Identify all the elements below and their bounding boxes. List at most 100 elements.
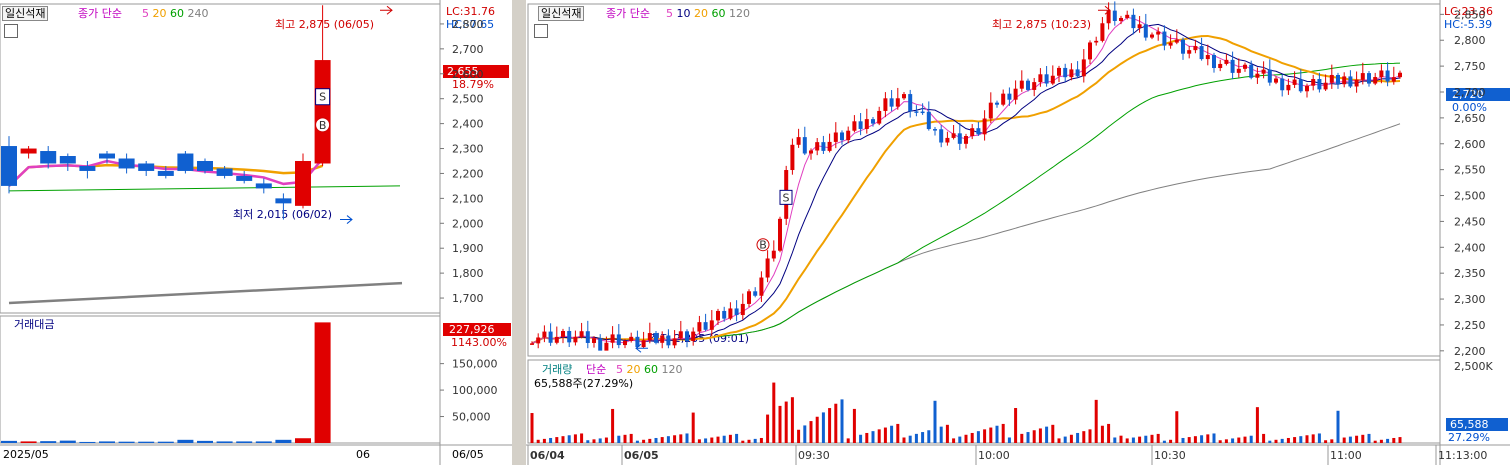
- volume-bar: [1243, 436, 1247, 443]
- left-stock-name[interactable]: 일신석재: [2, 6, 49, 21]
- y-tick-label-3: 2,700: [1454, 86, 1486, 99]
- right-volume-title: 거래량: [542, 363, 573, 376]
- candle-body: [1205, 55, 1210, 60]
- x-label-1: 06/05: [624, 449, 659, 462]
- volume-bar: [1007, 437, 1011, 443]
- right-stock-name[interactable]: 일신석재: [538, 6, 585, 21]
- x-label-2: 09:30: [798, 449, 830, 462]
- candle-body: [536, 337, 541, 344]
- candle-body: [951, 133, 956, 138]
- candle-body: [647, 333, 652, 341]
- candle-body: [1348, 76, 1353, 87]
- volume-bar: [1237, 437, 1241, 443]
- candle-body: [771, 250, 776, 259]
- volume-bar: [177, 439, 194, 443]
- y-tick-label-0: 2,850: [1454, 8, 1486, 21]
- candle-body: [716, 310, 720, 321]
- left-x-label-1: 06: [356, 448, 370, 461]
- candle-body: [177, 153, 194, 171]
- right-volume-info: 65,588주(27.29%): [534, 377, 634, 390]
- candle-body: [660, 335, 665, 343]
- volume-bar: [1206, 434, 1210, 443]
- volume-bar: [1249, 435, 1253, 443]
- candle-body: [759, 277, 764, 296]
- candle-body: [1336, 74, 1340, 85]
- volume-bar: [197, 440, 213, 443]
- volume-bar: [846, 438, 850, 443]
- candle-body: [933, 129, 937, 131]
- volume-bar: [580, 433, 584, 443]
- y-tick-label-11: 2,300: [1454, 293, 1486, 306]
- candle-body: [1119, 17, 1123, 21]
- candle-body: [1373, 77, 1378, 84]
- candle-body: [809, 150, 813, 154]
- grid-icon[interactable]: [4, 24, 18, 38]
- low-arrow: [635, 343, 648, 353]
- left-high-note: 최고 2,875 (06/05): [275, 18, 375, 31]
- y-tick-label-4: 2,400: [452, 118, 484, 131]
- y-tick-label-7: 2,100: [452, 192, 484, 205]
- candle-body: [573, 336, 578, 343]
- volume-bar: [1212, 433, 1216, 443]
- candle-body: [778, 218, 782, 251]
- x-label-3: 10:00: [978, 449, 1010, 462]
- ma-period-20: 20: [694, 7, 712, 20]
- candle-body: [988, 102, 993, 119]
- volume-bar: [970, 432, 974, 443]
- candle-body: [79, 165, 96, 171]
- right-ma-title: 종가 단순: [606, 7, 650, 20]
- volume-bar: [642, 439, 646, 443]
- candle-body: [1050, 75, 1055, 84]
- volume-bar: [939, 426, 943, 443]
- volume-bar: [611, 408, 615, 443]
- candle-body: [548, 331, 553, 343]
- volume-bar: [1100, 425, 1104, 443]
- signal-b-marker: [315, 117, 331, 133]
- volume-bar: [1181, 437, 1185, 443]
- volume-bar: [1131, 437, 1135, 443]
- y-tick-label-5: 2,300: [452, 143, 484, 156]
- volume-bar: [902, 437, 906, 443]
- volume-bar: [834, 403, 838, 443]
- candle-body: [1261, 69, 1266, 74]
- candle-body: [821, 142, 826, 151]
- candle-body: [1019, 80, 1024, 89]
- signal-s-label: S: [783, 191, 790, 204]
- candle-body: [1193, 46, 1198, 51]
- volume-bar: [555, 437, 559, 443]
- candle-body: [790, 144, 795, 171]
- volume-bar: [964, 434, 968, 443]
- candle-body: [197, 160, 213, 171]
- volume-bar: [1386, 438, 1390, 443]
- candle-body: [1218, 63, 1223, 69]
- left-ma-title: 종가 단순: [78, 7, 122, 20]
- volume-bar: [1045, 426, 1049, 443]
- candle-body: [846, 130, 851, 141]
- candle-body: [635, 336, 640, 348]
- volume-bar: [20, 441, 37, 443]
- candle-body: [1379, 70, 1384, 78]
- volume-bar: [921, 432, 925, 443]
- volume-bar: [1057, 438, 1061, 443]
- candle-body: [970, 128, 975, 136]
- volume-bar: [586, 440, 590, 443]
- grid-icon[interactable]: [534, 24, 548, 38]
- volume-bar: [908, 435, 912, 443]
- candle-body: [1317, 79, 1322, 90]
- ma-120-line: [531, 123, 1401, 344]
- candle-body: [542, 331, 547, 338]
- right-volume-tag: 65,588: [1446, 418, 1508, 431]
- volume-bar: [255, 441, 272, 443]
- candle-body: [945, 137, 950, 143]
- candle-body: [734, 308, 739, 316]
- candle-body: [1187, 50, 1192, 54]
- left-volume-tag: 227,926: [443, 323, 511, 336]
- volume-bar: [1373, 440, 1377, 443]
- y-tick-label-3: 2,500: [452, 93, 484, 106]
- volume-bar: [1311, 434, 1315, 443]
- right-price-tag: 2,720: [1446, 88, 1510, 101]
- volume-bar: [118, 441, 135, 443]
- panel-divider[interactable]: [512, 0, 526, 465]
- candle-body: [1001, 93, 1006, 105]
- volume-bar: [561, 436, 565, 443]
